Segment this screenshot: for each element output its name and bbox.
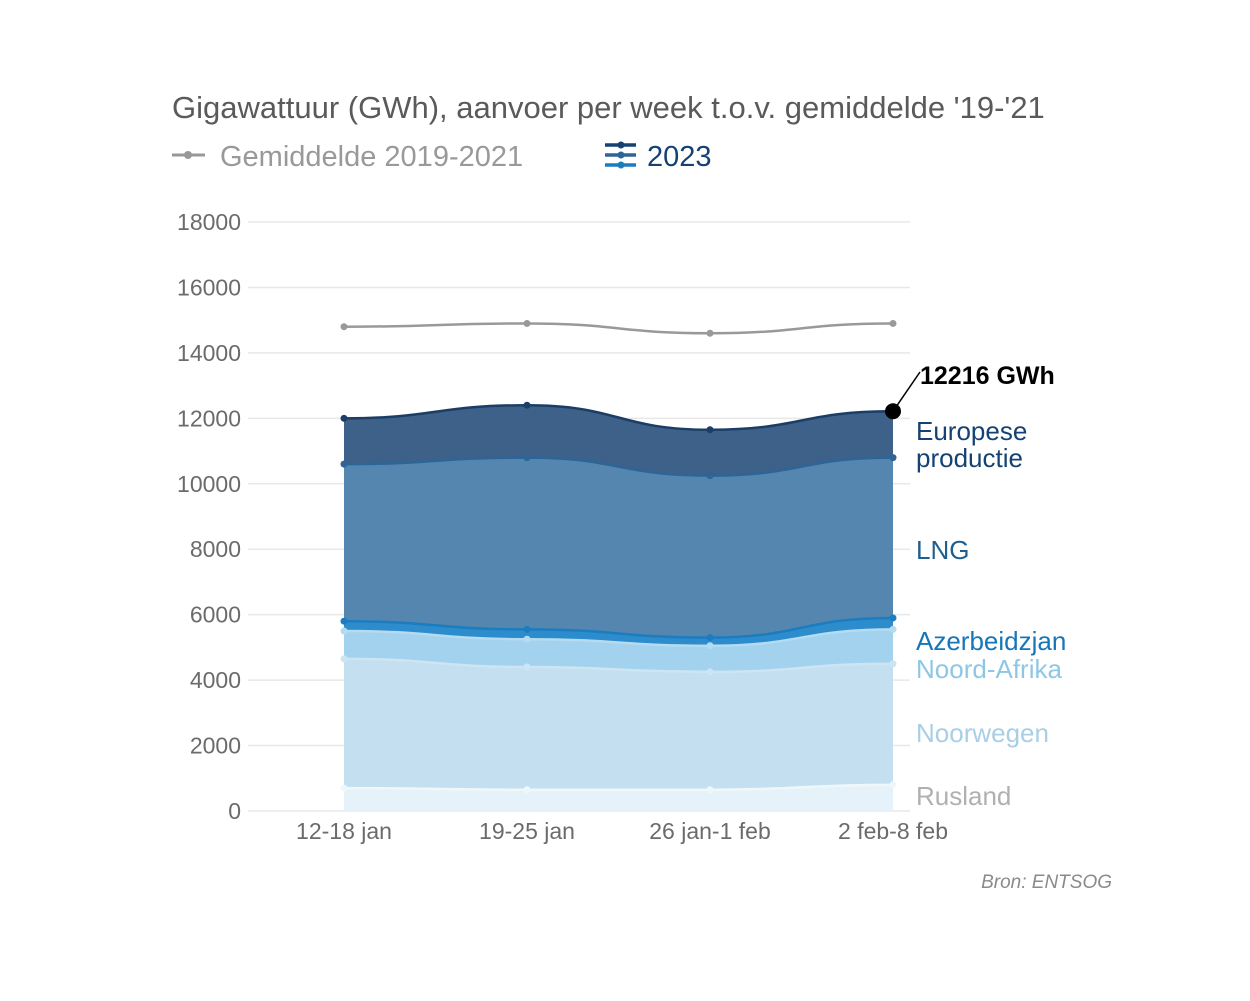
y-tick-label: 14000 [177,340,241,366]
point-noorwegen[interactable] [706,668,714,676]
point-noord-afrika[interactable] [340,627,348,635]
x-tick-label: 2 feb-8 feb [838,818,948,844]
area-lng [344,457,893,638]
point-average[interactable] [889,319,897,327]
point-noorwegen[interactable] [523,663,531,671]
label-rusland: Rusland [916,781,1011,811]
point-average[interactable] [706,329,714,337]
point-rusland[interactable] [889,781,897,789]
point-europese-productie[interactable] [523,401,531,409]
legend: Gemiddelde 2019-2021 2023 [172,141,712,173]
point-noord-afrika[interactable] [889,625,897,633]
legend-2023-label: 2023 [647,141,712,173]
line-noorwegen [343,657,894,674]
point-noord-afrika[interactable] [706,642,714,650]
legend-average-label: Gemiddelde 2019-2021 [220,141,523,173]
y-tick-label: 10000 [177,471,241,497]
point-europese-productie[interactable] [340,414,348,422]
x-tick-label: 26 jan-1 feb [649,818,770,844]
point-noorwegen[interactable] [889,660,897,668]
y-axis-ticks: 0 2000 4000 6000 8000 10000 12000 14000 16000 180… [177,209,241,824]
point-average[interactable] [340,323,348,331]
legend-2023-stack-icon [605,141,636,169]
point-azerbeidzjan[interactable] [340,617,348,625]
x-axis-ticks: 12-18 jan 19-25 jan 26 jan-1 feb 2 feb-8 fe… [296,818,948,844]
line-europese-productie [343,403,894,432]
point-noord-afrika[interactable] [523,635,531,643]
point-europese-productie[interactable] [706,426,714,434]
legend-item-2023[interactable]: 2023 [605,141,712,173]
point-lng[interactable] [706,472,714,480]
average-series [340,319,897,337]
point-rusland[interactable] [523,786,531,794]
line-noord-afrika [343,628,894,648]
chart-title: Gigawattuur (GWh), aanvoer per week t.o.… [172,90,1045,125]
y-tick-label: 18000 [177,209,241,235]
series-labels: Europese productie LNG Azerbeidzjan Noor… [916,416,1066,811]
series-lines [340,401,897,794]
annotation-marker [885,403,901,420]
area-azerbeidzjan [344,617,893,646]
point-lng[interactable] [889,454,897,462]
y-tick-label: 0 [228,798,241,824]
label-noord-afrika: Noord-Afrika [916,654,1062,684]
legend-item-average[interactable]: Gemiddelde 2019-2021 [172,141,523,173]
annotation-text: 12216 GWh [920,362,1055,390]
line-rusland [343,783,894,791]
point-rusland[interactable] [706,786,714,794]
point-azerbeidzjan[interactable] [523,625,531,633]
label-azerbeidzjan: Azerbeidzjan [916,626,1066,656]
y-tick-label: 4000 [190,667,241,693]
source-note: Bron: ENTSOG [981,872,1112,893]
label-europese-productie-line2: productie [916,443,1023,473]
point-noorwegen[interactable] [340,655,348,663]
line-lng [343,456,894,477]
point-azerbeidzjan[interactable] [706,634,714,642]
x-tick-label: 19-25 jan [479,818,575,844]
line-average [343,322,894,335]
area-rusland [344,784,893,811]
x-tick-label: 12-18 jan [296,818,392,844]
label-noorwegen: Noorwegen [916,718,1049,748]
line-azerbeidzjan [343,616,894,639]
point-average[interactable] [523,319,531,327]
point-lng[interactable] [523,454,531,462]
y-tick-label: 16000 [177,274,241,300]
y-tick-label: 6000 [190,602,241,628]
label-lng: LNG [916,535,969,565]
point-lng[interactable] [340,460,348,468]
point-rusland[interactable] [340,784,348,792]
legend-average-dot-icon [184,151,192,159]
y-tick-label: 8000 [190,536,241,562]
area-noorwegen [344,658,893,790]
point-azerbeidzjan[interactable] [889,614,897,622]
y-tick-label: 2000 [190,733,241,759]
area-noord-afrika [344,629,893,672]
y-tick-label: 12000 [177,405,241,431]
label-europese-productie-line1: Europese [916,416,1027,446]
total-annotation: 12216 GWh [885,362,1055,420]
